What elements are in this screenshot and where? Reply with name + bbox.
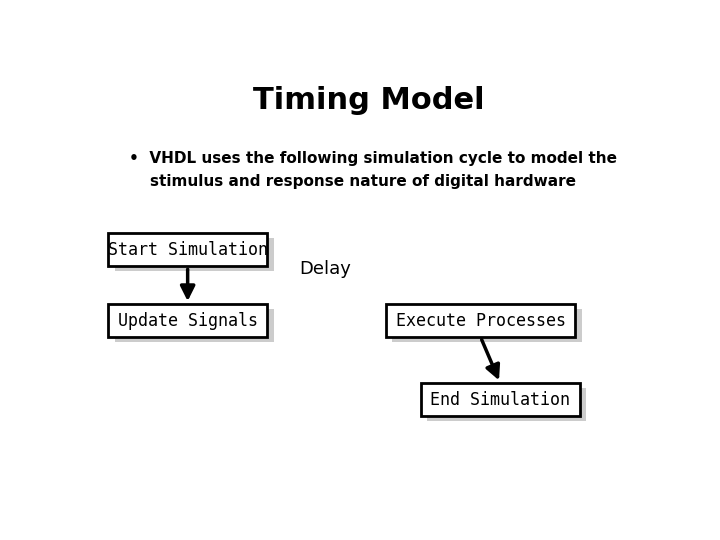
Bar — [420, 383, 580, 416]
Bar — [108, 304, 267, 337]
Text: stimulus and response nature of digital hardware: stimulus and response nature of digital … — [129, 174, 576, 188]
Bar — [114, 238, 274, 272]
Bar — [386, 304, 575, 337]
Bar — [427, 388, 586, 421]
Text: Start Simulation: Start Simulation — [108, 241, 268, 259]
Text: End Simulation: End Simulation — [430, 390, 570, 409]
Bar — [392, 309, 582, 342]
Text: •  VHDL uses the following simulation cycle to model the: • VHDL uses the following simulation cyc… — [129, 151, 617, 166]
Text: Update Signals: Update Signals — [117, 312, 258, 329]
Bar — [108, 233, 267, 266]
Text: Timing Model: Timing Model — [253, 86, 485, 114]
Text: Execute Processes: Execute Processes — [395, 312, 566, 329]
Bar — [114, 309, 274, 342]
Text: Delay: Delay — [300, 260, 351, 278]
